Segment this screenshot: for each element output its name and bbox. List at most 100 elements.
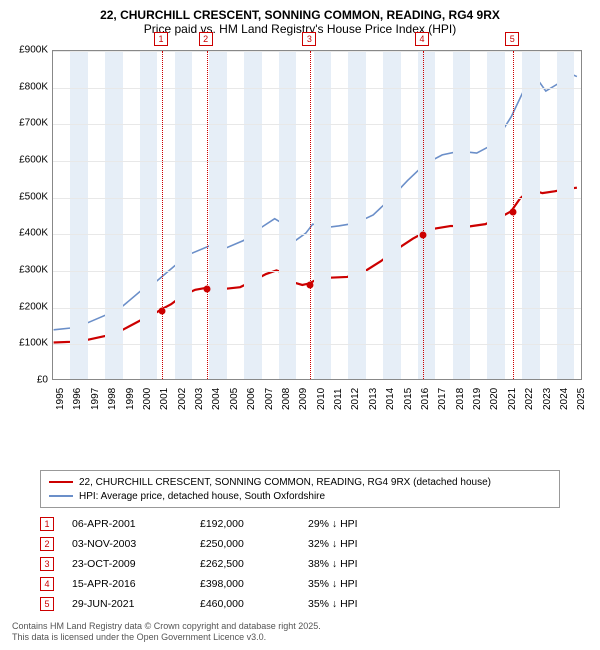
x-tick-label: 2022 — [524, 388, 535, 410]
sale-marker-dot — [307, 281, 314, 288]
sale-marker-dot — [510, 209, 517, 216]
sales-row-date: 03-NOV-2003 — [72, 538, 182, 550]
sales-row-marker: 1 — [40, 517, 54, 531]
x-tick-label: 1996 — [72, 388, 83, 410]
gridline-h — [53, 51, 581, 52]
sales-row: 323-OCT-2009£262,50038% ↓ HPI — [40, 554, 560, 574]
x-tick-label: 2016 — [420, 388, 431, 410]
x-tick-label: 2017 — [437, 388, 448, 410]
x-tick-label: 2005 — [229, 388, 240, 410]
year-band — [209, 51, 226, 379]
y-tick-label: £700K — [12, 118, 48, 129]
y-tick-label: £900K — [12, 45, 48, 56]
legend-label-series2: HPI: Average price, detached house, Sout… — [79, 491, 325, 502]
gridline-h — [53, 124, 581, 125]
x-tick-label: 2009 — [298, 388, 309, 410]
sale-marker-box: 1 — [154, 32, 168, 46]
legend-row: HPI: Average price, detached house, Sout… — [49, 489, 551, 503]
sales-row-price: £192,000 — [200, 518, 290, 530]
sales-row-marker: 5 — [40, 597, 54, 611]
x-tick-label: 2015 — [403, 388, 414, 410]
title-address: 22, CHURCHILL CRESCENT, SONNING COMMON, … — [12, 8, 588, 22]
chart-wrap: £0£100K£200K£300K£400K£500K£600K£700K£80… — [12, 40, 588, 420]
year-band — [70, 51, 87, 379]
sales-row-date: 29-JUN-2021 — [72, 598, 182, 610]
y-tick-label: £400K — [12, 228, 48, 239]
x-tick-label: 2013 — [368, 388, 379, 410]
sales-row-date: 15-APR-2016 — [72, 578, 182, 590]
year-band — [487, 51, 504, 379]
sales-table: 1 06-APR-2001 £192,000 29% ↓ HPI 2 03-NOV-200… — [40, 514, 560, 614]
x-tick-label: 2021 — [507, 388, 518, 410]
sales-row: 1 06-APR-2001 £192,000 29% ↓ HPI — [40, 514, 560, 534]
sale-marker-box: 5 — [505, 32, 519, 46]
sale-marker-box: 4 — [415, 32, 429, 46]
y-tick-label: £300K — [12, 265, 48, 276]
gridline-h — [53, 271, 581, 272]
y-tick-label: £500K — [12, 191, 48, 202]
sales-row-diff: 38% ↓ HPI — [308, 558, 408, 570]
x-tick-label: 1998 — [107, 388, 118, 410]
year-band — [244, 51, 261, 379]
sales-row-marker: 3 — [40, 557, 54, 571]
sale-marker-box: 3 — [302, 32, 316, 46]
y-tick-label: £200K — [12, 301, 48, 312]
sales-row-diff: 32% ↓ HPI — [308, 538, 408, 550]
gridline-h — [53, 344, 581, 345]
x-tick-label: 2018 — [455, 388, 466, 410]
footnote-line1: Contains HM Land Registry data © Crown c… — [12, 621, 321, 633]
x-tick-label: 2025 — [576, 388, 587, 410]
year-band — [522, 51, 539, 379]
year-band — [383, 51, 400, 379]
x-tick-label: 2004 — [211, 388, 222, 410]
gridline-h — [53, 308, 581, 309]
legend: 22, CHURCHILL CRESCENT, SONNING COMMON, … — [40, 470, 560, 508]
year-band — [418, 51, 435, 379]
sales-row-marker: 2 — [40, 537, 54, 551]
gridline-h — [53, 198, 581, 199]
x-tick-label: 2001 — [159, 388, 170, 410]
year-band — [453, 51, 470, 379]
sale-marker-line — [423, 51, 424, 379]
sale-marker-dot — [203, 286, 210, 293]
sale-marker-line — [162, 51, 163, 379]
sale-marker-box: 2 — [199, 32, 213, 46]
year-band — [140, 51, 157, 379]
sales-row-date: 06-APR-2001 — [72, 518, 182, 530]
title-block: 22, CHURCHILL CRESCENT, SONNING COMMON, … — [12, 8, 588, 36]
x-tick-label: 1999 — [125, 388, 136, 410]
sale-marker-dot — [158, 307, 165, 314]
x-tick-label: 2000 — [142, 388, 153, 410]
year-band — [314, 51, 331, 379]
x-tick-label: 2006 — [246, 388, 257, 410]
x-tick-label: 2014 — [385, 388, 396, 410]
sale-marker-line — [310, 51, 311, 379]
year-band — [348, 51, 365, 379]
x-tick-label: 1995 — [55, 388, 66, 410]
title-subtitle: Price paid vs. HM Land Registry's House … — [12, 22, 588, 36]
sale-marker-dot — [419, 232, 426, 239]
x-tick-label: 1997 — [90, 388, 101, 410]
x-tick-label: 2012 — [350, 388, 361, 410]
x-tick-label: 2020 — [489, 388, 500, 410]
y-tick-label: £600K — [12, 155, 48, 166]
sales-row: 2 03-NOV-2003 £250,000 32% ↓ HPI — [40, 534, 560, 554]
x-tick-label: 2008 — [281, 388, 292, 410]
x-tick-label: 2002 — [177, 388, 188, 410]
year-band — [175, 51, 192, 379]
footnote-line2: This data is licensed under the Open Gov… — [12, 632, 321, 644]
legend-row: 22, CHURCHILL CRESCENT, SONNING COMMON, … — [49, 475, 551, 489]
year-band — [105, 51, 122, 379]
sales-row-marker: 4 — [40, 577, 54, 591]
footnote: Contains HM Land Registry data © Crown c… — [12, 621, 321, 644]
x-tick-label: 2007 — [264, 388, 275, 410]
sales-row: 415-APR-2016£398,00035% ↓ HPI — [40, 574, 560, 594]
x-tick-label: 2019 — [472, 388, 483, 410]
year-band — [557, 51, 574, 379]
sales-row-price: £262,500 — [200, 558, 290, 570]
sales-row-price: £250,000 — [200, 538, 290, 550]
sales-row-price: £460,000 — [200, 598, 290, 610]
sales-row-diff: 29% ↓ HPI — [308, 518, 408, 530]
x-tick-label: 2011 — [333, 388, 344, 410]
sales-row-diff: 35% ↓ HPI — [308, 598, 408, 610]
